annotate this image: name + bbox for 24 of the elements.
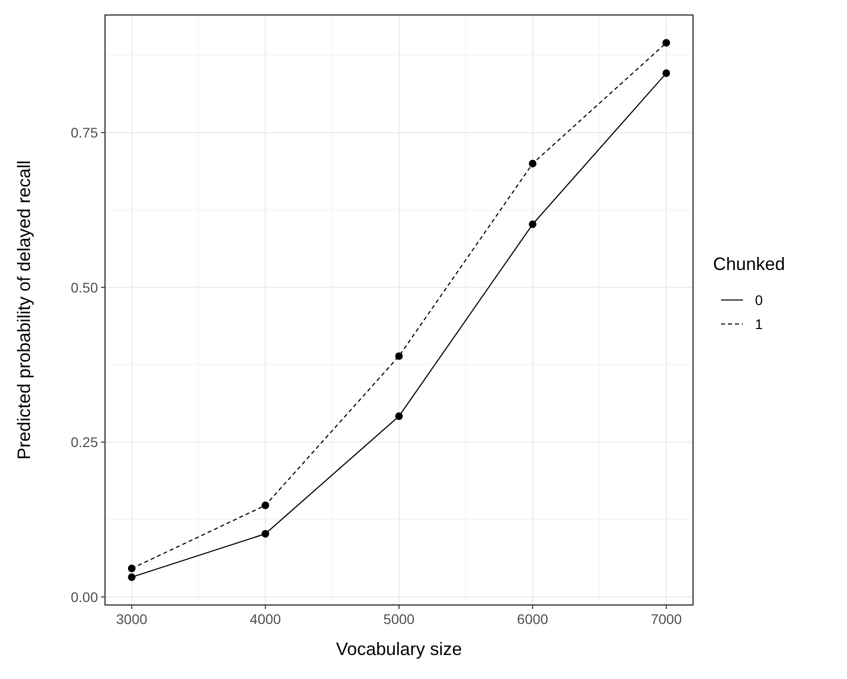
y-axis-title: Predicted probability of delayed recall [14,160,34,460]
x-tick-label: 5000 [383,611,415,627]
legend-title: Chunked [713,254,786,274]
point [128,573,136,581]
point [395,352,403,360]
point [662,39,670,47]
point [528,220,536,228]
y-tick-label: 0.00 [70,588,98,605]
x-axis-title: Vocabulary size [336,639,462,659]
x-tick-label: 4000 [250,611,282,627]
x-tick-label: 7000 [650,611,682,627]
point [662,69,670,77]
point [262,530,270,538]
y-tick-label: 0.25 [70,434,98,450]
point [395,412,403,420]
point [128,564,136,572]
x-tick-label: 3000 [116,611,148,627]
legend-label: 0 [755,292,763,308]
point [262,502,270,510]
legend-label: 1 [755,316,763,332]
x-tick-label: 6000 [517,611,548,627]
y-tick-label: 0.75 [70,124,98,141]
y-tick-label: 0.50 [70,279,98,296]
point [528,160,536,168]
